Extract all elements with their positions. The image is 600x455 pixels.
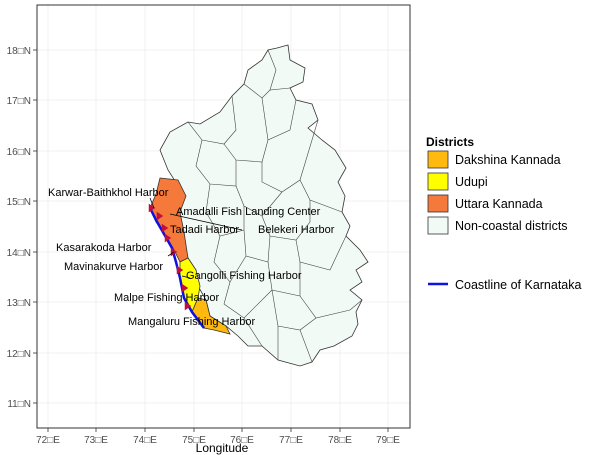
y-tick-label: 12□N <box>7 349 31 360</box>
non-coastal-districts-region <box>159 44 369 367</box>
harbor-label-tadadi: Tadadi Harbor <box>170 224 239 236</box>
harbor-label-belekeri: Belekeri Harbor <box>258 224 335 236</box>
legend-label-uttara-kannada: Uttara Kannada <box>455 197 543 211</box>
y-tick-label: 17□N <box>7 96 31 107</box>
harbor-label-mavinakurve: Mavinakurve Harbor <box>64 261 163 273</box>
legend: Districts Dakshina Kannada Udupi Uttara … <box>426 135 582 292</box>
harbor-label-mangaluru: Mangaluru Fishing Harbor <box>128 316 256 328</box>
legend-swatch-uttara-kannada <box>427 194 449 213</box>
harbor-marker <box>161 223 169 233</box>
harbor-label-kasarakoda: Kasarakoda Harbor <box>56 242 152 254</box>
harbor-label-karwar: Karwar-Baithkhol Harbor <box>48 187 169 199</box>
x-axis-title: Longitude <box>196 441 249 455</box>
harbor-label-gangolli: Gangolli Fishing Harbor <box>186 270 302 282</box>
x-tick-label: 74□E <box>133 435 157 446</box>
harbor-marker <box>156 211 164 221</box>
axis-ticks <box>33 49 389 432</box>
harbor-marker <box>164 233 172 243</box>
label-leaders <box>149 197 243 279</box>
x-tick-label: 75□E <box>182 435 206 446</box>
harbor-label-amadalli: Amadalli Fish Landing Center <box>176 206 321 218</box>
harbor-marker <box>148 203 156 213</box>
y-tick-label: 16□N <box>7 147 31 158</box>
district-borders <box>187 49 363 363</box>
coastline-line <box>148 207 205 329</box>
y-tick-label: 18□N <box>7 46 31 57</box>
harbor-marker <box>184 301 192 311</box>
legend-label-coastline: Coastline of Karnataka <box>455 278 582 292</box>
y-tick-label: 15□N <box>7 197 31 208</box>
harbor-label-malpe: Malpe Fishing Harbor <box>114 292 219 304</box>
legend-swatch-udupi <box>427 172 449 191</box>
x-tick-label: 72□E <box>36 435 60 446</box>
legend-label-dakshina-kannada: Dakshina Kannada <box>455 153 561 167</box>
legend-label-non-coastal: Non-coastal districts <box>455 219 568 233</box>
x-tick-label: 78□E <box>328 435 352 446</box>
x-tick-label: 79□E <box>376 435 400 446</box>
legend-swatch-dakshina-kannada <box>427 150 449 169</box>
x-tick-label: 76□E <box>230 435 254 446</box>
dakshina-kannada-region <box>191 297 231 335</box>
legend-title: Districts <box>426 135 474 149</box>
y-tick-label: 14□N <box>7 248 31 259</box>
panel-border <box>36 4 411 429</box>
x-tick-label: 77□E <box>279 435 303 446</box>
y-tick-label: 13□N <box>7 298 31 309</box>
y-tick-label: 11□N <box>7 399 31 410</box>
harbor-markers <box>148 203 192 311</box>
harbor-marker <box>181 283 189 293</box>
legend-swatch-non-coastal <box>427 216 449 235</box>
x-tick-label: 73□E <box>84 435 108 446</box>
harbor-marker <box>176 265 184 275</box>
legend-label-udupi: Udupi <box>455 175 488 189</box>
